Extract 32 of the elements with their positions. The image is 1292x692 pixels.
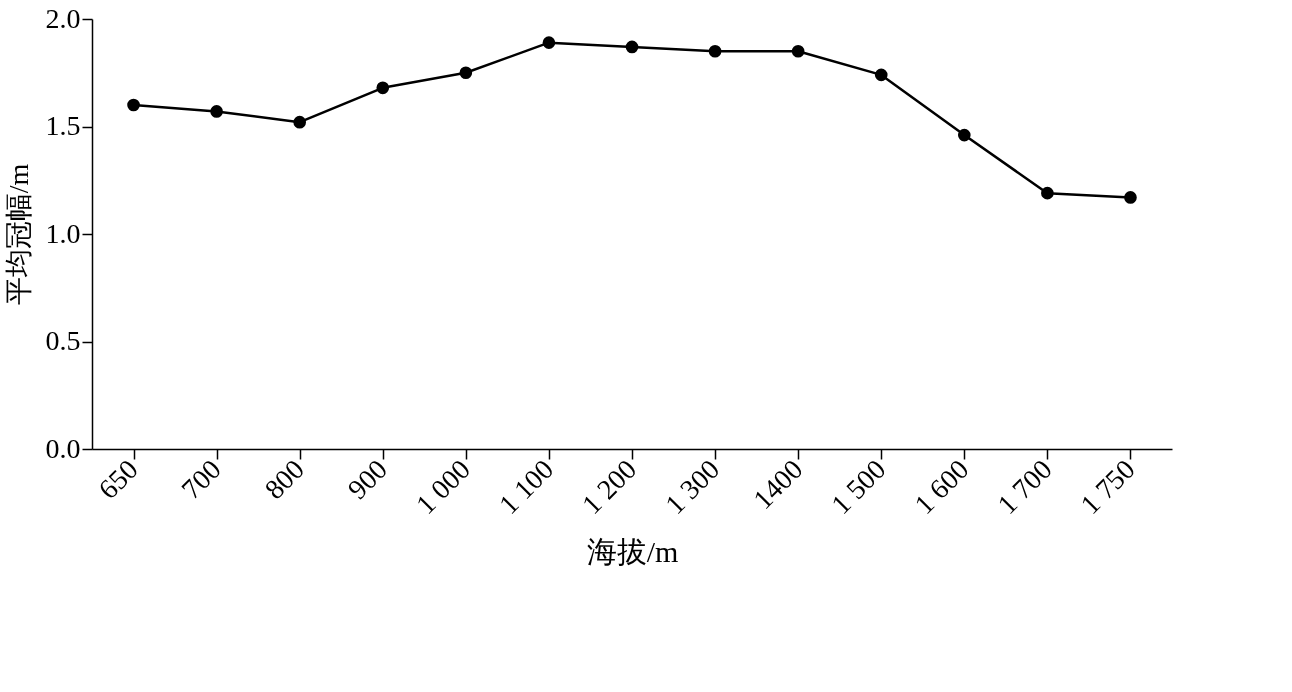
point <box>1124 191 1137 204</box>
x-tick-label: 650 <box>92 453 144 506</box>
point <box>459 66 473 80</box>
x-tick-label: 1 300 <box>659 453 726 520</box>
point <box>625 40 639 54</box>
point <box>708 44 722 58</box>
point <box>957 128 971 142</box>
y-tick-label: 1.5 <box>45 110 81 141</box>
x-tick-label: 1 700 <box>991 453 1058 520</box>
y-tick-label: 2.0 <box>45 2 81 34</box>
x-tick-label: 1 100 <box>492 453 560 520</box>
point <box>874 68 888 82</box>
y-tick-label: 0.0 <box>45 432 81 464</box>
x-tick-label: 1 750 <box>1074 453 1141 520</box>
point <box>210 105 223 118</box>
x-tick-label: 1 500 <box>825 453 892 520</box>
x-tick-label: 900 <box>341 453 394 506</box>
point <box>542 36 556 49</box>
x-tick-label: 1 600 <box>908 453 975 520</box>
point <box>293 115 307 129</box>
x-tick-label: 700 <box>175 453 228 506</box>
x-tick-label: 1 200 <box>575 453 643 520</box>
point <box>1041 186 1054 200</box>
y-axis-title: 平均冠幅/m <box>2 163 34 306</box>
x-tick-label: 1 000 <box>409 453 477 520</box>
point <box>376 81 390 95</box>
x-tick-label: 800 <box>258 453 311 506</box>
point <box>127 98 140 112</box>
point <box>791 44 805 58</box>
y-tick-label: 1.0 <box>45 217 81 249</box>
x-axis-title: 海拔/m <box>586 534 679 568</box>
y-tick-label: 0.5 <box>45 325 81 356</box>
